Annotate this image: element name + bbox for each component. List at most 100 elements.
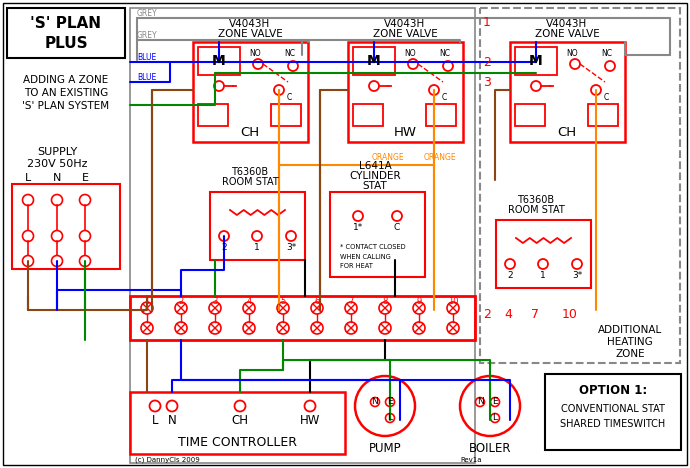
Text: 1*: 1* [353,224,363,233]
Text: E: E [81,173,88,183]
Text: Rev1a: Rev1a [460,457,482,463]
Text: CH: CH [240,125,259,139]
Text: L: L [388,414,393,423]
Text: V4043H: V4043H [384,19,426,29]
Text: 'S' PLAN SYSTEM: 'S' PLAN SYSTEM [23,101,110,111]
Text: 10: 10 [448,297,458,306]
Text: FOR HEAT: FOR HEAT [340,263,373,269]
Text: L: L [493,414,497,423]
Text: CH: CH [232,414,248,426]
Text: 5: 5 [280,297,286,306]
Text: NO: NO [404,49,416,58]
Text: ADDING A ZONE: ADDING A ZONE [23,75,108,85]
Text: 4: 4 [504,308,512,322]
Bar [348,42,463,142]
Bar [198,47,240,75]
Text: 3: 3 [213,297,217,306]
Bar [515,104,545,126]
Text: L: L [25,173,31,183]
Bar [353,104,383,126]
Text: ORANGE: ORANGE [372,154,404,162]
Text: NC: NC [440,49,451,58]
Text: T6360B: T6360B [231,167,268,177]
Text: L641A: L641A [359,161,391,171]
Bar [130,392,345,454]
Bar [426,104,456,126]
Text: ZONE VALVE: ZONE VALVE [373,29,437,39]
Bar [588,104,618,126]
Text: 7: 7 [348,297,354,306]
Text: GREY: GREY [137,9,157,19]
Text: GREY: GREY [137,30,157,39]
Text: OPTION 1:: OPTION 1: [579,383,647,396]
Text: TO AN EXISTING: TO AN EXISTING [24,88,108,98]
Text: PLUS: PLUS [44,37,88,51]
Text: HW: HW [393,125,417,139]
Text: M: M [529,54,543,68]
Text: 3: 3 [483,75,491,88]
Text: 1: 1 [540,271,546,280]
Text: ZONE: ZONE [615,349,645,359]
Text: 2: 2 [483,56,491,68]
Text: L: L [152,414,158,426]
Text: 6: 6 [315,297,319,306]
Text: 1: 1 [254,243,260,253]
Text: CH: CH [558,125,577,139]
Text: 9: 9 [416,297,422,306]
Text: 2: 2 [483,308,491,322]
Text: BLUE: BLUE [137,52,156,61]
Text: 7: 7 [531,308,539,322]
Text: (c) DannyCls 2009: (c) DannyCls 2009 [135,457,199,463]
Text: 3*: 3* [286,243,296,253]
Text: V4043H: V4043H [229,19,270,29]
Bar [130,296,475,340]
Text: N: N [372,397,378,407]
Text: BOILER: BOILER [469,441,511,454]
Text: 'S' PLAN: 'S' PLAN [30,15,101,30]
Text: NO: NO [566,49,578,58]
Bar [210,192,305,260]
Text: 1: 1 [144,297,150,306]
Bar [330,192,425,277]
Text: 2: 2 [507,271,513,280]
Text: N: N [168,414,177,426]
Text: 3*: 3* [572,271,582,280]
Bar [271,104,301,126]
Text: T6360B: T6360B [518,195,555,205]
Text: N: N [477,397,484,407]
Text: * CONTACT CLOSED: * CONTACT CLOSED [340,244,406,250]
Text: C: C [286,94,292,102]
Text: ADDITIONAL: ADDITIONAL [598,325,662,335]
Text: TIME CONTROLLER: TIME CONTROLLER [177,436,297,448]
Text: M: M [212,54,226,68]
Text: PUMP: PUMP [368,441,402,454]
Text: CONVENTIONAL STAT: CONVENTIONAL STAT [561,404,665,414]
Text: M: M [367,54,381,68]
Text: ORANGE: ORANGE [424,154,456,162]
Text: E: E [492,397,497,407]
Bar [480,8,680,363]
Text: 2: 2 [221,243,227,253]
Text: WHEN CALLING: WHEN CALLING [340,254,391,260]
Bar [545,374,681,450]
Text: NO: NO [249,49,261,58]
Text: NC: NC [602,49,613,58]
Text: V4043H: V4043H [546,19,588,29]
Text: ROOM STAT: ROOM STAT [508,205,564,215]
Bar [198,104,228,126]
Text: 2: 2 [179,297,184,306]
Bar [515,47,557,75]
Bar [7,8,125,58]
Bar [353,47,395,75]
Text: C: C [394,224,400,233]
Text: C: C [603,94,609,102]
Text: SUPPLY: SUPPLY [37,147,77,157]
Text: BLUE: BLUE [137,73,156,81]
Text: 1: 1 [483,15,491,29]
Text: ZONE VALVE: ZONE VALVE [217,29,282,39]
Text: 4: 4 [246,297,252,306]
Text: N: N [53,173,61,183]
Bar [510,42,625,142]
Text: C: C [442,94,446,102]
Bar [496,220,591,288]
